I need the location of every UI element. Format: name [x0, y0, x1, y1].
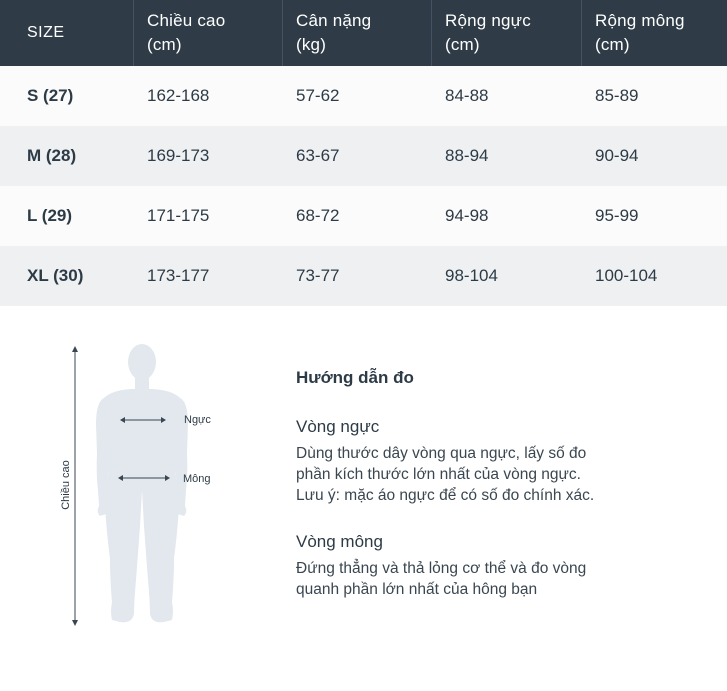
header-weight: Cân nặng (kg)	[283, 0, 432, 66]
header-chest: Rộng ngực (cm)	[432, 0, 582, 66]
cell-weight: 68-72	[296, 206, 340, 225]
cell-size: M (28)	[27, 146, 77, 165]
body-silhouette-icon	[96, 344, 188, 623]
height-label: Chiều cao	[60, 460, 72, 510]
cell-hip: 85-89	[595, 86, 639, 105]
hip-heading: Vòng mông	[296, 532, 383, 551]
header-chest-label: Rộng ngực	[445, 11, 531, 30]
measuring-guide: Hướng dẫn đo Vòng ngực Dùng thước dây vò…	[296, 366, 696, 600]
size-chart-table: SIZE Chiều cao (cm) Cân nặng (kg) Rộng n…	[0, 0, 727, 306]
header-weight-unit: (kg)	[296, 35, 327, 54]
table-row-xl: XL (30) 173-177 73-77 98-104 100-104	[0, 246, 727, 306]
cell-height: 162-168	[147, 86, 210, 105]
chest-label: Ngực	[184, 414, 211, 426]
header-chest-unit: (cm)	[445, 35, 480, 54]
hip-text-line: quanh phần lớn nhất của hông bạn	[296, 581, 538, 598]
cell-hip: 90-94	[595, 146, 639, 165]
measurement-figure: Chiều cao Ngực Mông	[52, 340, 252, 630]
cell-hip: 100-104	[595, 266, 658, 285]
header-height-unit: (cm)	[147, 35, 182, 54]
header-hip: Rộng mông (cm)	[582, 0, 727, 66]
cell-chest: 98-104	[445, 266, 498, 285]
chest-heading: Vòng ngực	[296, 417, 380, 436]
table-row-s: S (27) 162-168 57-62 84-88 85-89	[0, 66, 727, 126]
cell-chest: 94-98	[445, 206, 489, 225]
height-arrow-icon	[72, 346, 78, 626]
chest-text-line: phần kích thước lớn nhất của vòng ngực.	[296, 466, 581, 483]
cell-size: XL (30)	[27, 266, 84, 285]
header-height-label: Chiều cao	[147, 11, 226, 30]
cell-weight: 57-62	[296, 86, 340, 105]
guide-title: Hướng dẫn đo	[296, 368, 414, 387]
chest-text-line: Lưu ý: mặc áo ngực để có số đo chính xác…	[296, 487, 595, 504]
header-hip-label: Rộng mông	[595, 11, 685, 30]
chest-instructions: Dùng thước dây vòng qua ngực, lấy số đo …	[296, 443, 696, 506]
cell-size: S (27)	[27, 86, 74, 105]
table-header-row: SIZE Chiều cao (cm) Cân nặng (kg) Rộng n…	[0, 0, 727, 66]
cell-chest: 88-94	[445, 146, 489, 165]
cell-hip: 95-99	[595, 206, 639, 225]
cell-weight: 73-77	[296, 266, 340, 285]
cell-chest: 84-88	[445, 86, 489, 105]
cell-size: L (29)	[27, 206, 73, 225]
header-weight-label: Cân nặng	[296, 11, 372, 30]
header-size-label: SIZE	[27, 24, 65, 41]
table-row-m: M (28) 169-173 63-67 88-94 90-94	[0, 126, 727, 186]
cell-height: 169-173	[147, 146, 210, 165]
table-row-l: L (29) 171-175 68-72 94-98 95-99	[0, 186, 727, 246]
header-height: Chiều cao (cm)	[134, 0, 283, 66]
hip-text-line: Đứng thẳng và thả lỏng cơ thể và đo vòng	[296, 560, 587, 577]
hip-instructions: Đứng thẳng và thả lỏng cơ thể và đo vòng…	[296, 558, 696, 600]
hip-arrow-icon	[118, 475, 170, 481]
cell-weight: 63-67	[296, 146, 340, 165]
hip-label: Mông	[183, 473, 211, 485]
header-hip-unit: (cm)	[595, 35, 630, 54]
chest-arrow-icon	[120, 417, 166, 423]
cell-height: 171-175	[147, 206, 210, 225]
cell-height: 173-177	[147, 266, 210, 285]
header-size: SIZE	[0, 0, 134, 66]
chest-text-line: Dùng thước dây vòng qua ngực, lấy số đo	[296, 445, 587, 462]
